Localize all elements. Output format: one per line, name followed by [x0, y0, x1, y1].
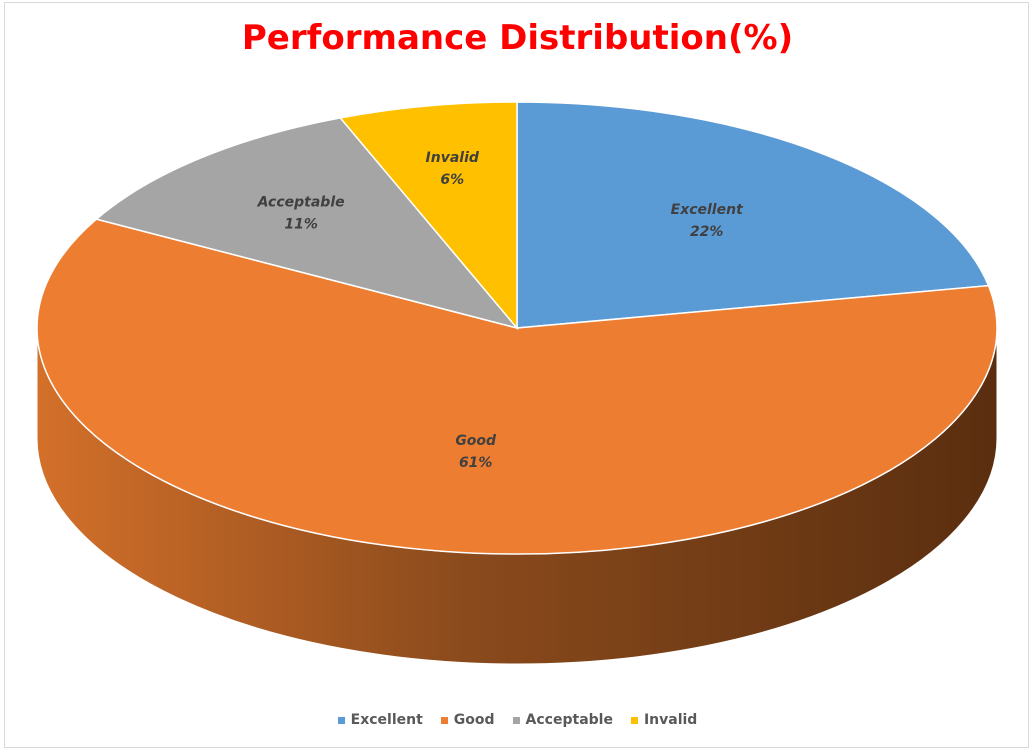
legend: Excellent Good Acceptable Invalid [0, 712, 1035, 728]
data-label-value-invalid: 6% [440, 172, 464, 188]
legend-swatch [440, 716, 448, 724]
data-label-value-acceptable: 11% [284, 217, 318, 233]
legend-label: Good [453, 712, 495, 728]
pie-slice-acceptable[interactable] [94, 117, 520, 330]
chart-title: Performance Distribution(%) [241, 18, 794, 58]
data-label-value-good: 61% [459, 455, 493, 471]
legend-item-excellent[interactable]: Excellent [337, 712, 423, 728]
legend-swatch [512, 716, 520, 724]
legend-item-acceptable[interactable]: Acceptable [512, 712, 613, 728]
pie-slice-excellent[interactable] [516, 101, 990, 329]
legend-item-good[interactable]: Good [440, 712, 495, 728]
data-label-name-invalid: Invalid [426, 150, 480, 166]
legend-swatch [630, 716, 638, 724]
legend-label: Excellent [350, 712, 423, 728]
data-label-value-excellent: 22% [690, 224, 724, 240]
legend-label: Acceptable [525, 712, 613, 728]
data-label-name-acceptable: Acceptable [257, 195, 345, 211]
legend-swatch [337, 716, 345, 724]
legend-item-invalid[interactable]: Invalid [630, 712, 698, 728]
data-label-name-good: Good [455, 433, 497, 449]
pie-slice-invalid[interactable] [338, 101, 518, 331]
pie-slice-good[interactable] [36, 218, 998, 555]
data-label-name-excellent: Excellent [671, 202, 744, 218]
legend-label: Invalid [643, 712, 698, 728]
